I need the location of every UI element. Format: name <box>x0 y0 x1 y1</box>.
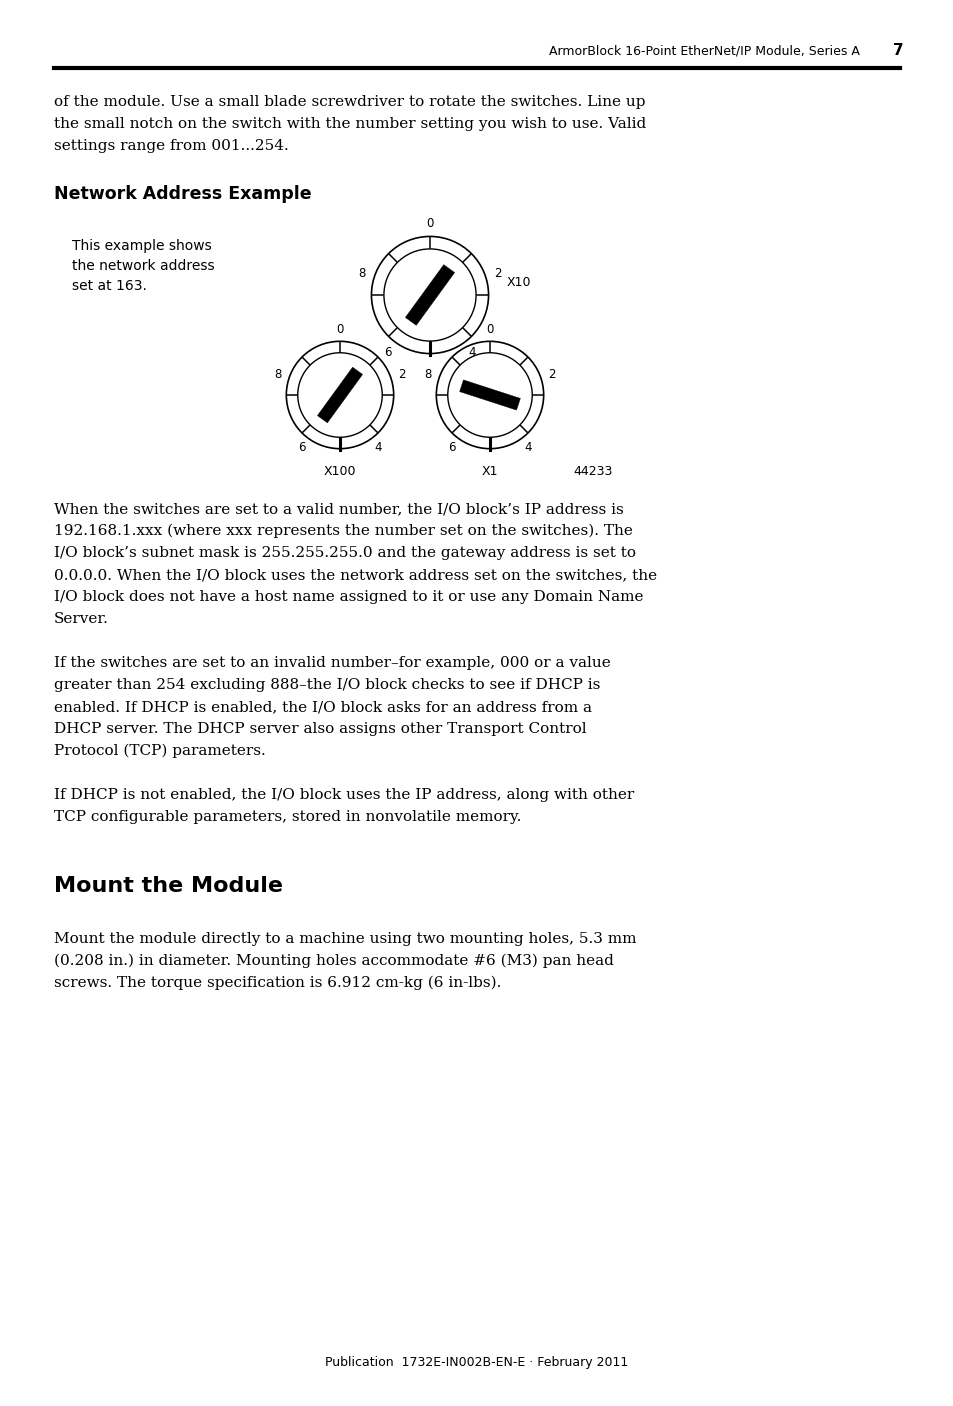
Text: I/O block’s subnet mask is 255.255.255.0 and the gateway address is set to: I/O block’s subnet mask is 255.255.255.0… <box>54 546 636 560</box>
Text: settings range from 001...254.: settings range from 001...254. <box>54 139 289 153</box>
Text: TCP configurable parameters, stored in nonvolatile memory.: TCP configurable parameters, stored in n… <box>54 810 521 824</box>
Text: 2: 2 <box>548 368 555 381</box>
Text: enabled. If DHCP is enabled, the I/O block asks for an address from a: enabled. If DHCP is enabled, the I/O blo… <box>54 700 592 714</box>
Text: 4: 4 <box>524 441 532 454</box>
Text: X1: X1 <box>481 464 497 478</box>
Text: of the module. Use a small blade screwdriver to rotate the switches. Line up: of the module. Use a small blade screwdr… <box>54 96 645 110</box>
Text: 2: 2 <box>397 368 405 381</box>
Polygon shape <box>459 380 519 411</box>
Text: DHCP server. The DHCP server also assigns other Transport Control: DHCP server. The DHCP server also assign… <box>54 721 586 735</box>
Text: Mount the module directly to a machine using two mounting holes, 5.3 mm: Mount the module directly to a machine u… <box>54 932 636 946</box>
Text: screws. The torque specification is 6.912 cm-kg (6 in-lbs).: screws. The torque specification is 6.91… <box>54 976 501 990</box>
Text: 4: 4 <box>468 346 475 359</box>
Text: Protocol (TCP) parameters.: Protocol (TCP) parameters. <box>54 744 266 758</box>
Text: 44233: 44233 <box>573 464 613 478</box>
Text: 0: 0 <box>336 323 343 336</box>
Text: 6: 6 <box>448 441 455 454</box>
Text: the network address: the network address <box>71 259 214 273</box>
Text: 4: 4 <box>375 441 381 454</box>
Text: 2: 2 <box>494 267 500 280</box>
Text: the small notch on the switch with the number setting you wish to use. Valid: the small notch on the switch with the n… <box>54 117 645 131</box>
Text: Mount the Module: Mount the Module <box>54 876 283 896</box>
Text: X10: X10 <box>506 277 531 290</box>
Text: 192.168.1.xxx (where xxx represents the number set on the switches). The: 192.168.1.xxx (where xxx represents the … <box>54 524 632 538</box>
Text: ArmorBlock 16-Point EtherNet/IP Module, Series A: ArmorBlock 16-Point EtherNet/IP Module, … <box>549 45 859 58</box>
Text: set at 163.: set at 163. <box>71 278 147 292</box>
Text: 7: 7 <box>892 44 903 58</box>
Text: 0.0.0.0. When the I/O block uses the network address set on the switches, the: 0.0.0.0. When the I/O block uses the net… <box>54 568 657 582</box>
Text: 0: 0 <box>426 218 434 231</box>
Circle shape <box>447 353 532 437</box>
Polygon shape <box>317 367 362 423</box>
Text: If DHCP is not enabled, the I/O block uses the IP address, along with other: If DHCP is not enabled, the I/O block us… <box>54 787 634 801</box>
Text: Server.: Server. <box>54 612 109 626</box>
Text: When the switches are set to a valid number, the I/O block’s IP address is: When the switches are set to a valid num… <box>54 502 623 516</box>
Text: If the switches are set to an invalid number–for example, 000 or a value: If the switches are set to an invalid nu… <box>54 655 610 669</box>
Circle shape <box>297 353 382 437</box>
Text: 8: 8 <box>424 368 432 381</box>
Text: Publication  1732E-IN002B-EN-E · February 2011: Publication 1732E-IN002B-EN-E · February… <box>325 1355 628 1369</box>
Text: greater than 254 excluding 888–the I/O block checks to see if DHCP is: greater than 254 excluding 888–the I/O b… <box>54 678 599 692</box>
Text: 8: 8 <box>274 368 281 381</box>
Text: I/O block does not have a host name assigned to it or use any Domain Name: I/O block does not have a host name assi… <box>54 589 643 603</box>
Text: 0: 0 <box>486 323 493 336</box>
Polygon shape <box>405 264 455 325</box>
Text: (0.208 in.) in diameter. Mounting holes accommodate #6 (M3) pan head: (0.208 in.) in diameter. Mounting holes … <box>54 953 613 969</box>
Text: Network Address Example: Network Address Example <box>54 186 312 202</box>
Circle shape <box>383 249 476 342</box>
Text: 6: 6 <box>384 346 392 359</box>
Text: 8: 8 <box>358 267 366 280</box>
Text: This example shows: This example shows <box>71 239 212 253</box>
Text: X100: X100 <box>323 464 355 478</box>
Text: 6: 6 <box>297 441 305 454</box>
